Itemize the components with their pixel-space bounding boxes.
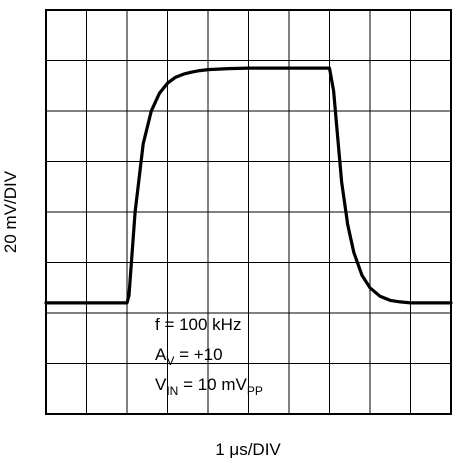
annotation-input-value: = 10 mV xyxy=(178,375,247,394)
annotation-input-unit-subscript: PP xyxy=(247,384,263,398)
annotation-input-subscript: IN xyxy=(166,384,178,398)
plot-frame xyxy=(45,9,452,415)
x-axis-label: 1 μs/DIV xyxy=(215,440,281,459)
grid xyxy=(46,10,451,414)
annotation-gain-subscript: V xyxy=(166,354,174,368)
y-axis-label: 20 mV/DIV xyxy=(1,170,20,253)
annotation-input: VIN = 10 mVPP xyxy=(155,375,263,398)
waveform-trace xyxy=(44,66,453,305)
annotation-frequency: f = 100 kHz xyxy=(155,315,241,334)
annotation-gain: AV = +10 xyxy=(155,345,223,368)
annotation-gain-symbol: A xyxy=(155,345,167,364)
annotation-input-symbol: V xyxy=(155,375,167,394)
annotation-gain-value: = +10 xyxy=(174,345,222,364)
